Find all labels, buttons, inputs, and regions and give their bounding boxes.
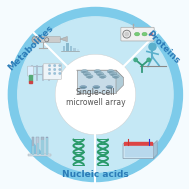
Bar [70, 46, 72, 51]
Ellipse shape [81, 70, 88, 73]
Ellipse shape [108, 71, 113, 73]
Bar [46, 138, 48, 155]
Circle shape [48, 68, 51, 71]
Bar [66, 43, 69, 51]
Polygon shape [153, 140, 157, 158]
Bar [77, 49, 79, 51]
Bar [73, 48, 76, 51]
Bar [41, 140, 43, 155]
Ellipse shape [135, 32, 140, 36]
Ellipse shape [87, 76, 92, 78]
Bar [29, 81, 32, 83]
Bar [63, 46, 65, 51]
Circle shape [48, 64, 51, 67]
Bar [28, 154, 51, 156]
Ellipse shape [84, 74, 90, 76]
Bar [37, 143, 39, 155]
Circle shape [53, 68, 56, 71]
Ellipse shape [107, 87, 112, 88]
Polygon shape [77, 70, 123, 78]
Circle shape [123, 30, 131, 38]
FancyBboxPatch shape [121, 27, 154, 41]
Ellipse shape [94, 87, 99, 88]
Ellipse shape [107, 70, 114, 73]
Circle shape [59, 72, 61, 75]
Ellipse shape [80, 86, 87, 88]
Circle shape [147, 58, 150, 62]
Ellipse shape [112, 75, 119, 78]
Ellipse shape [84, 72, 91, 76]
Circle shape [8, 7, 182, 182]
Polygon shape [77, 70, 116, 93]
Circle shape [18, 17, 173, 172]
Ellipse shape [113, 76, 118, 78]
Bar [46, 137, 48, 155]
Ellipse shape [97, 74, 103, 76]
Text: Proteins: Proteins [145, 29, 181, 66]
FancyBboxPatch shape [43, 64, 62, 79]
Circle shape [32, 36, 39, 43]
FancyBboxPatch shape [28, 66, 33, 76]
Circle shape [59, 68, 61, 71]
FancyBboxPatch shape [123, 144, 154, 159]
Bar [36, 137, 39, 155]
Circle shape [59, 64, 61, 67]
Bar [124, 142, 153, 145]
Ellipse shape [82, 71, 87, 73]
Bar [29, 75, 32, 81]
Ellipse shape [97, 72, 104, 76]
Circle shape [134, 58, 137, 62]
Polygon shape [60, 36, 67, 42]
Text: Nucleic acids: Nucleic acids [62, 170, 129, 180]
Ellipse shape [81, 87, 86, 88]
Circle shape [124, 32, 129, 36]
Bar [125, 146, 152, 156]
Circle shape [149, 43, 156, 50]
Text: microwell array: microwell array [66, 98, 125, 107]
Circle shape [53, 72, 56, 75]
Text: Single-cell: Single-cell [76, 88, 115, 97]
Ellipse shape [99, 75, 106, 78]
Ellipse shape [94, 70, 101, 73]
Polygon shape [116, 70, 123, 93]
Text: Metabolites: Metabolites [6, 23, 55, 72]
Bar [41, 137, 44, 155]
Ellipse shape [100, 76, 105, 78]
Ellipse shape [110, 72, 117, 76]
Circle shape [48, 72, 51, 75]
Ellipse shape [111, 74, 116, 76]
Ellipse shape [95, 71, 100, 73]
Bar [32, 146, 34, 155]
Ellipse shape [86, 75, 93, 78]
Circle shape [53, 64, 56, 67]
Ellipse shape [142, 32, 147, 36]
Bar [32, 137, 34, 155]
Circle shape [55, 54, 136, 135]
Ellipse shape [93, 86, 100, 88]
Ellipse shape [106, 86, 113, 88]
FancyBboxPatch shape [39, 36, 60, 43]
Circle shape [149, 33, 153, 36]
